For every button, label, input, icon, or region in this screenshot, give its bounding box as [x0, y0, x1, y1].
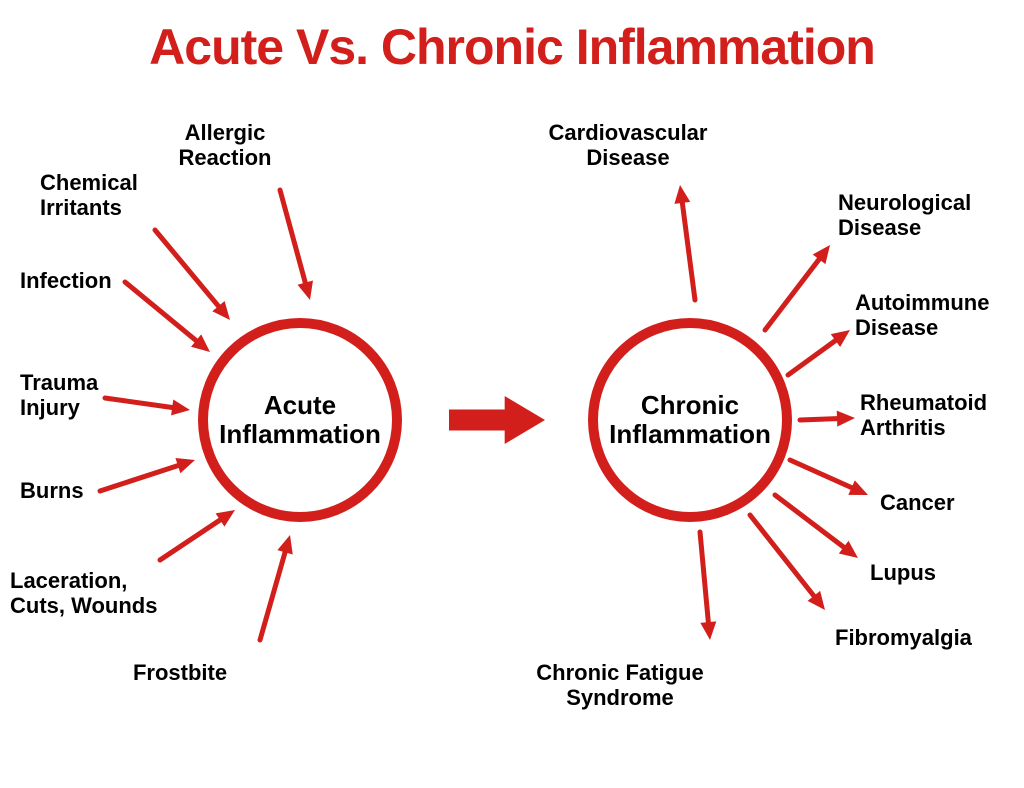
- chronic-output-label-2: Autoimmune Disease: [855, 290, 989, 341]
- chronic-output-label-1: Neurological Disease: [838, 190, 971, 241]
- chronic-output-label-4: Cancer: [880, 490, 955, 515]
- acute-input-label-4: Burns: [20, 478, 84, 503]
- acute-circle-label: Acute Inflammation: [219, 391, 381, 448]
- chronic-output-label-5: Lupus: [870, 560, 936, 585]
- acute-input-label-1: Chemical Irritants: [40, 170, 138, 221]
- chronic-circle-label: Chronic Inflammation: [609, 391, 771, 448]
- chronic-circle: Chronic Inflammation: [588, 318, 792, 522]
- acute-input-label-2: Infection: [20, 268, 112, 293]
- diagram-stage: Acute Vs. Chronic Inflammation Acute Inf…: [0, 0, 1024, 788]
- acute-circle: Acute Inflammation: [198, 318, 402, 522]
- chronic-output-label-6: Fibromyalgia: [835, 625, 972, 650]
- acute-input-label-3: Trauma Injury: [20, 370, 98, 421]
- chronic-output-label-3: Rheumatoid Arthritis: [860, 390, 987, 441]
- page-title: Acute Vs. Chronic Inflammation: [0, 18, 1024, 76]
- acute-input-label-5: Laceration, Cuts, Wounds: [10, 568, 157, 619]
- center-arrow-icon: [418, 396, 576, 444]
